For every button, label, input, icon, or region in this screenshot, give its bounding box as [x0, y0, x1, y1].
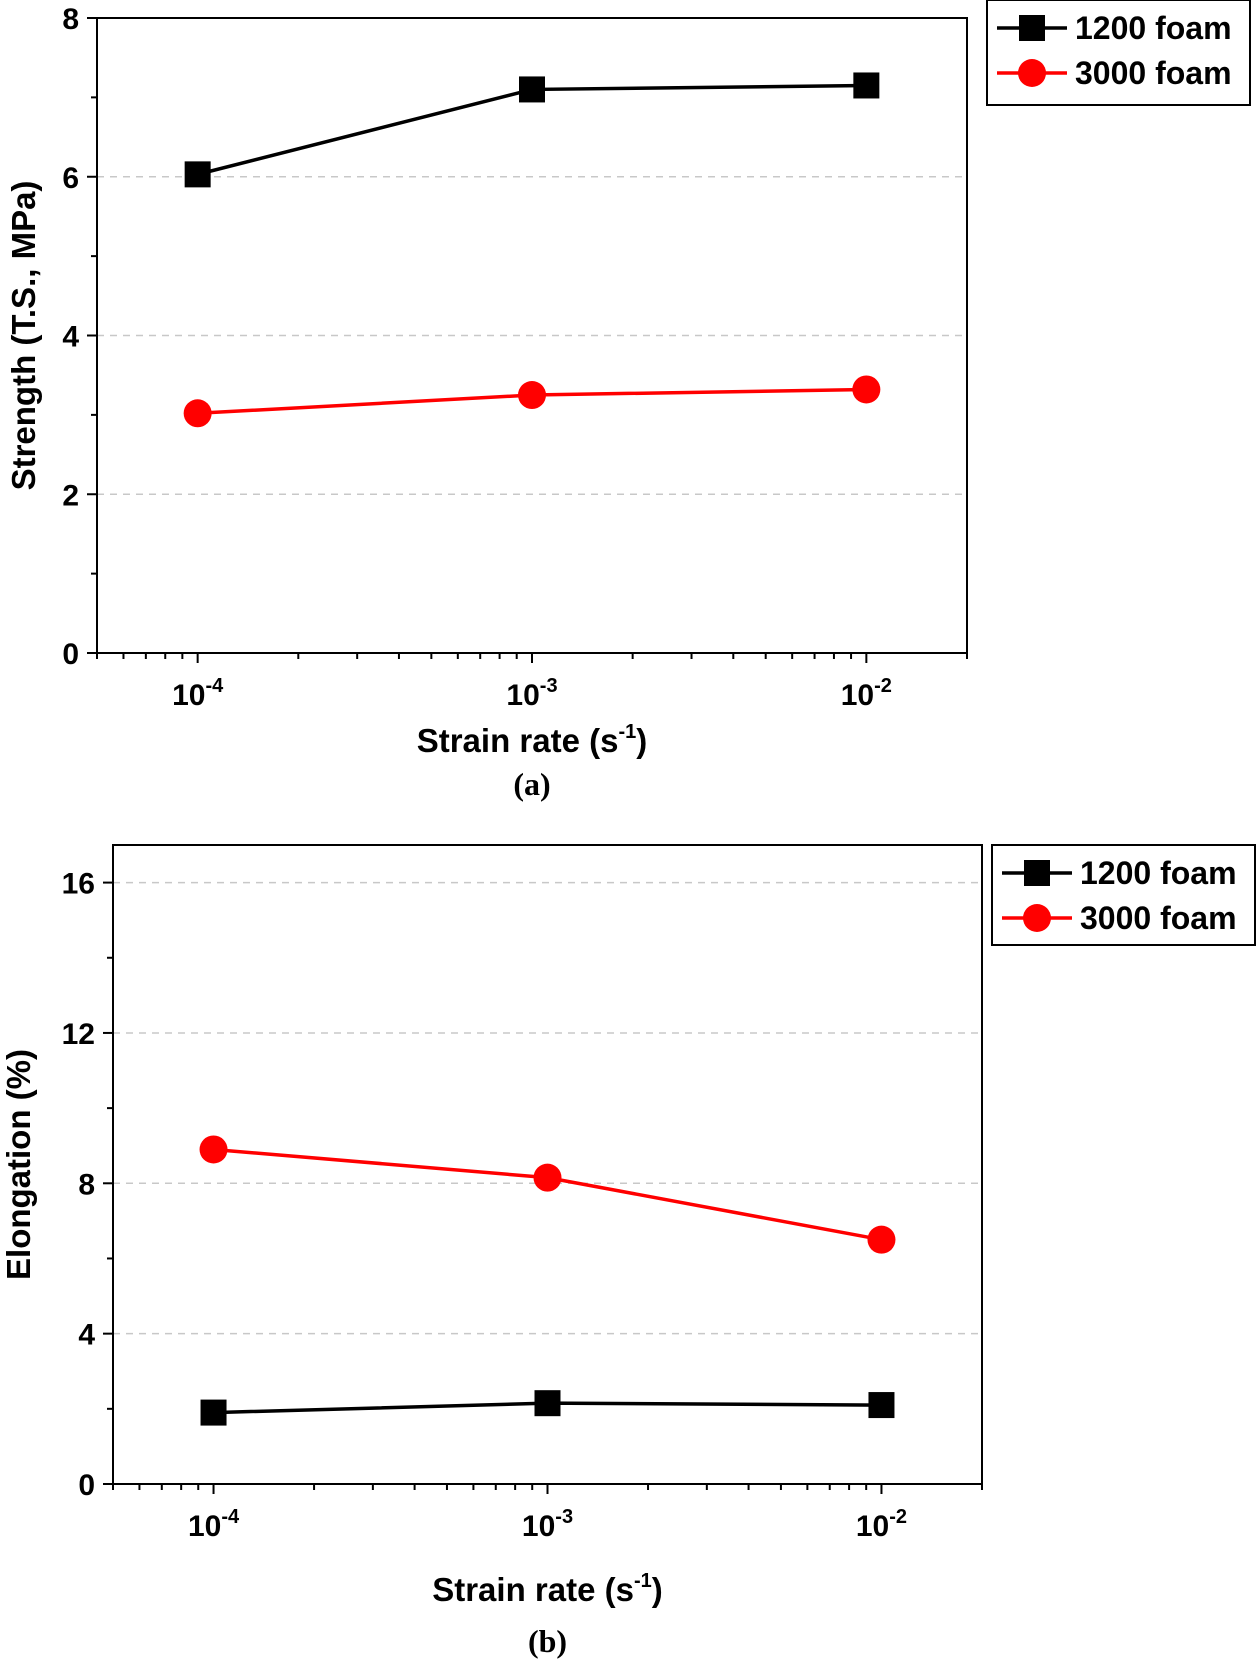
data-point [534, 1390, 561, 1417]
y-tick-label: 4 [78, 1319, 95, 1352]
y-tick-label: 0 [78, 1469, 95, 1502]
x-tick-label: 10-3 [522, 1506, 573, 1543]
series-3000-foam [183, 375, 881, 428]
x-axis-label: Strain rate (s-1) [432, 1570, 663, 1608]
data-point [200, 1399, 227, 1426]
legend-label: 3000 foam [1075, 55, 1232, 91]
series-line [213, 1147, 882, 1242]
data-point [533, 1163, 562, 1192]
panel-caption: (b) [528, 1623, 567, 1659]
legend-marker [1019, 15, 1045, 41]
chart-panel-1: 0 2 4 6 8 10-4 10-3 10-2 Strain rate (s-1) Streng… [5, 0, 1251, 802]
x-tick-label: 10-4 [188, 1506, 240, 1543]
data-point [518, 381, 546, 410]
legend: 1200 foam 3000 foam [991, 844, 1256, 946]
x-tick-label: 10-3 [506, 675, 557, 712]
chart-panel-2: 0 4 8 12 16 10-4 10-3 10-2 Strain rate (s-1) Elon… [0, 844, 1256, 1659]
y-tick-label: 0 [62, 638, 79, 671]
data-point [852, 375, 881, 404]
series-1200-foam [184, 72, 880, 188]
data-point [853, 72, 880, 99]
legend-marker [1024, 860, 1050, 886]
data-point [183, 399, 212, 428]
x-axis-label: Strain rate (s-1) [417, 721, 648, 759]
data-point [519, 76, 545, 103]
y-tick-label: 16 [62, 868, 95, 901]
x-tick-label: 10-4 [172, 675, 224, 712]
y-tick-label: 12 [62, 1018, 95, 1051]
legend-label: 1200 foam [1075, 10, 1232, 46]
series-3000-foam [199, 1135, 896, 1254]
data-point [867, 1225, 896, 1254]
series-1200-foam [200, 1390, 895, 1426]
data-point [199, 1135, 228, 1164]
legend-label: 1200 foam [1080, 855, 1237, 891]
data-point [184, 161, 211, 188]
y-axis-label: Strength (T.S., MPa) [5, 181, 42, 491]
y-tick-label: 6 [62, 162, 79, 195]
y-tick-label: 8 [62, 3, 79, 36]
legend-label: 3000 foam [1080, 900, 1237, 936]
legend-marker [1023, 904, 1051, 932]
x-tick-label: 10-2 [856, 1506, 907, 1543]
y-tick-label: 2 [62, 479, 79, 512]
y-axis-label: Elongation (%) [0, 1049, 37, 1280]
x-tick-label: 10-2 [841, 675, 892, 712]
data-point [868, 1392, 895, 1419]
panel-caption: (a) [513, 766, 550, 802]
legend-marker [1018, 59, 1046, 87]
legend: 1200 foam 3000 foam [986, 0, 1251, 106]
y-tick-label: 4 [62, 321, 79, 354]
y-tick-label: 8 [78, 1168, 95, 1201]
